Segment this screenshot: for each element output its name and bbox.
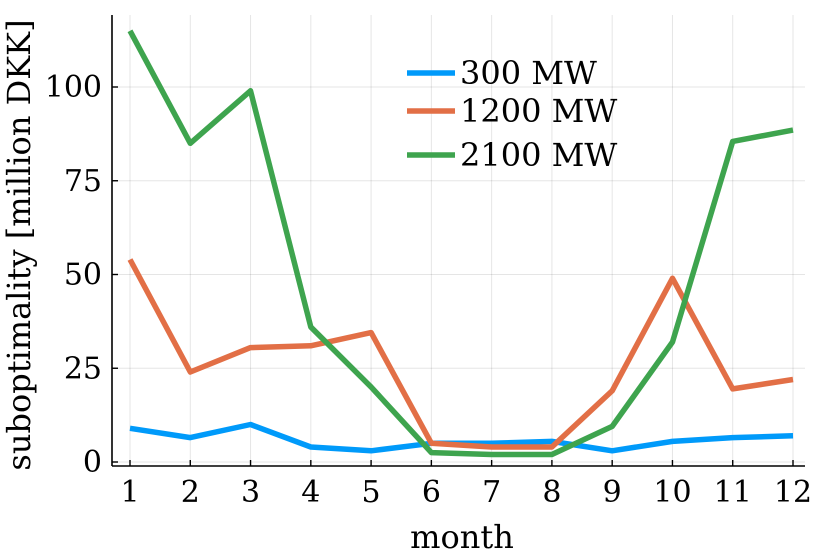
x-tick-label: 1 <box>120 475 139 510</box>
x-tick-label: 8 <box>542 475 561 510</box>
legend-item: 1200 MW <box>407 92 617 130</box>
x-tick-label: 4 <box>301 475 320 510</box>
legend-label: 2100 MW <box>460 136 617 174</box>
x-tick-label: 11 <box>714 475 752 510</box>
x-tick-label: 9 <box>603 475 622 510</box>
legend-item: 2100 MW <box>407 136 617 174</box>
x-tick-label: 2 <box>181 475 200 510</box>
x-axis-label: month <box>410 518 514 554</box>
legend-label: 300 MW <box>460 54 597 92</box>
x-tick-label: 12 <box>774 475 812 510</box>
series <box>127 29 794 458</box>
y-tick-label: 100 <box>45 70 102 105</box>
y-axis-label: suboptimality [million DKK] <box>0 19 38 470</box>
x-tick-label: 5 <box>362 475 381 510</box>
x-tick-label: 10 <box>653 475 691 510</box>
y-tick-label: 50 <box>64 258 102 293</box>
x-tick-label: 7 <box>482 475 501 510</box>
y-tick-label: 75 <box>64 164 102 199</box>
x-tick-label: 6 <box>422 475 441 510</box>
y-tick-label: 25 <box>64 351 102 386</box>
axes <box>111 15 805 467</box>
series-line-2100-mw <box>127 29 794 458</box>
y-tick-label: 0 <box>83 445 102 480</box>
legend-label: 1200 MW <box>460 92 617 130</box>
series-line-1200-mw <box>127 258 794 450</box>
legend-item: 300 MW <box>407 54 597 92</box>
grid <box>112 15 805 466</box>
x-tick-label: 3 <box>241 475 260 510</box>
